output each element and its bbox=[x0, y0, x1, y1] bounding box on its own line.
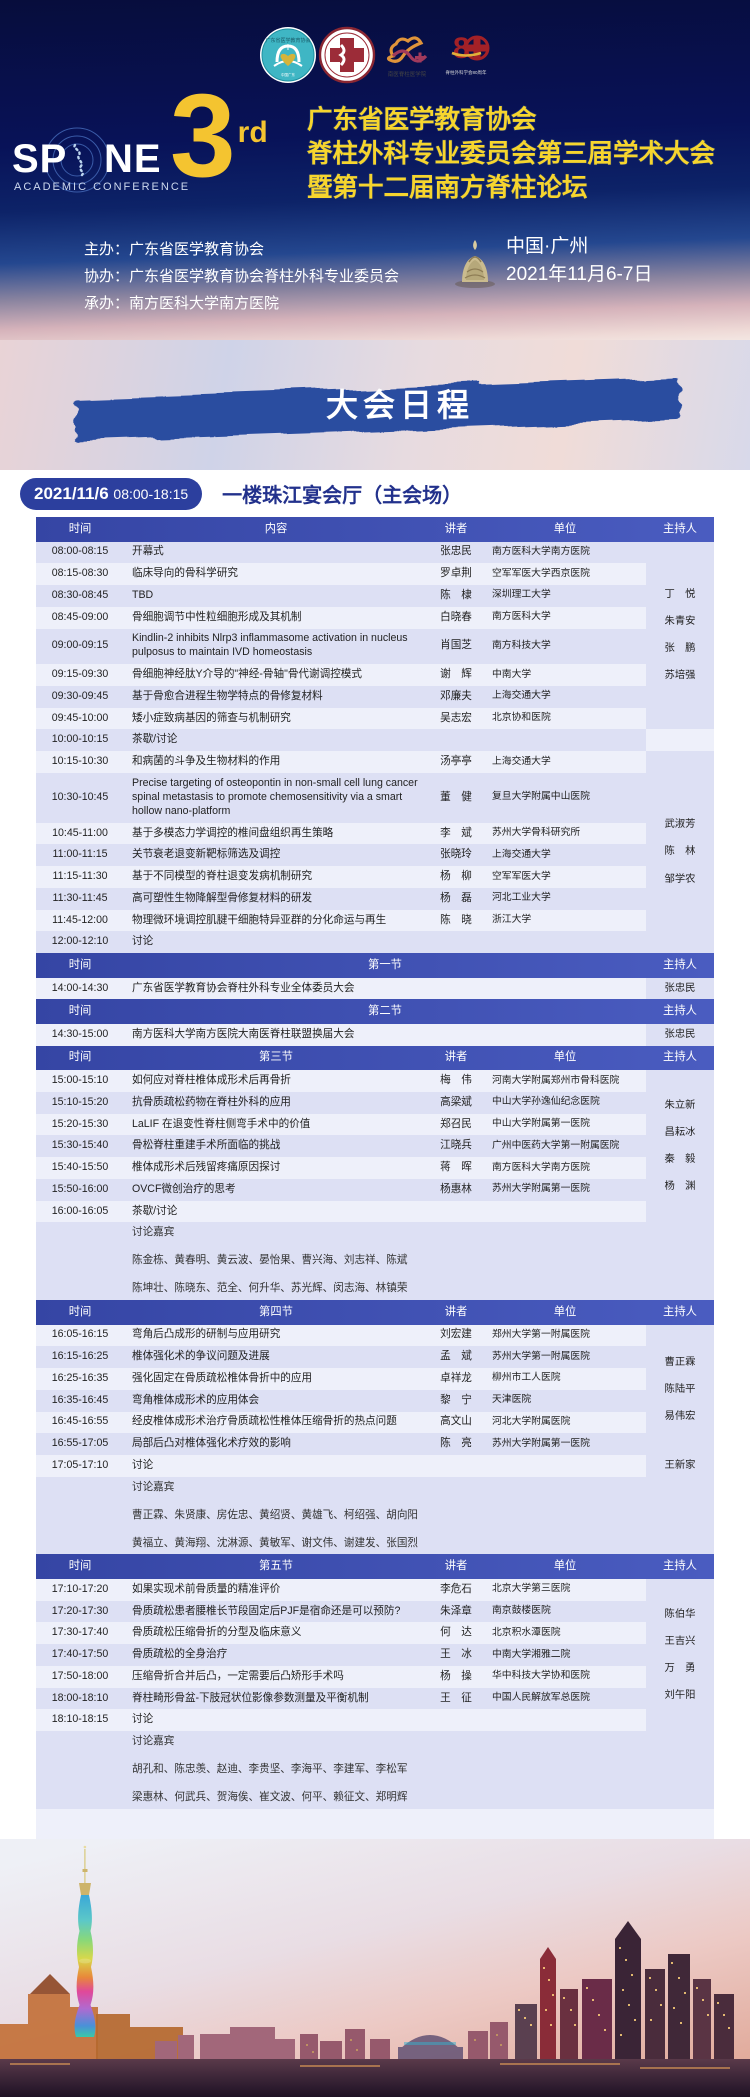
svg-text:南医脊柱医学院: 南医脊柱医学院 bbox=[387, 70, 426, 78]
svg-text:SP: SP bbox=[12, 137, 67, 181]
svg-text:中国广东: 中国广东 bbox=[281, 72, 295, 77]
svg-text:NE: NE bbox=[104, 137, 162, 181]
svg-text:脊柱外科学会80周年: 脊柱外科学会80周年 bbox=[445, 69, 487, 76]
svg-text:大会日程: 大会日程 bbox=[326, 387, 474, 423]
svg-text:✛: ✛ bbox=[285, 43, 292, 52]
svg-text:ACADEMIC CONFERENCE: ACADEMIC CONFERENCE bbox=[14, 181, 190, 193]
